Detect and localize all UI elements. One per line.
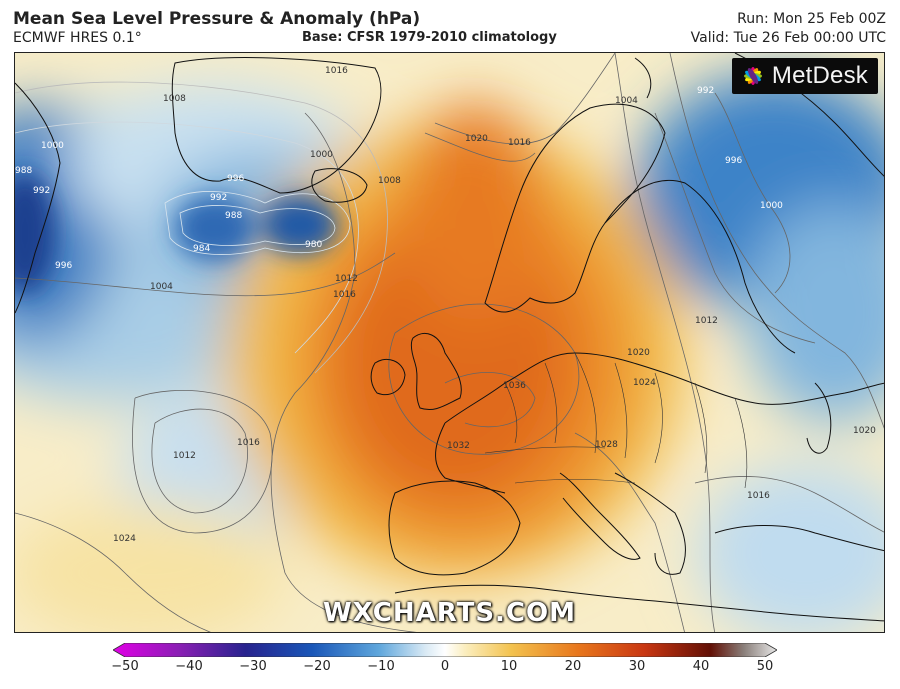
colorbar-tick-label: 0 — [440, 659, 450, 674]
isobar-label: 1024 — [113, 534, 136, 544]
colorbar-tick-label: −50 — [111, 659, 139, 674]
borders — [484, 352, 748, 489]
colorbar-tick-label: −20 — [303, 659, 331, 674]
isobar-label: 996 — [227, 174, 244, 184]
isobar-label: 1020 — [627, 348, 650, 358]
isobar-label: 1016 — [747, 491, 770, 501]
chart-title: Mean Sea Level Pressure & Anomaly (hPa) — [13, 9, 421, 29]
logo-text: MetDesk — [771, 62, 868, 89]
isobars — [15, 53, 884, 632]
isobar-label: 1000 — [310, 150, 333, 160]
isobar-label: 1028 — [595, 440, 618, 450]
isobar-label: 992 — [210, 193, 227, 203]
colorbar-tick-label: 30 — [628, 659, 646, 674]
metdesk-flower-icon — [743, 67, 762, 85]
isobar-label: 1004 — [615, 96, 638, 106]
isobar-label: 988 — [15, 166, 32, 176]
valid-time-label: Valid: Tue 26 Feb 00:00 UTC — [690, 30, 886, 46]
isobar-label: 1020 — [853, 426, 876, 436]
isobar-label: 1012 — [335, 274, 358, 284]
isobar-label: 1012 — [173, 451, 196, 461]
isobar-label: 992 — [33, 186, 50, 196]
climatology-base-label: Base: CFSR 1979-2010 climatology — [302, 30, 557, 45]
isobar-label: 988 — [225, 211, 242, 221]
isobar-label: 996 — [725, 156, 742, 166]
isobar-label: 1004 — [150, 282, 173, 292]
chart-header: Mean Sea Level Pressure & Anomaly (hPa) … — [0, 0, 900, 52]
colorbar-tick-label: −30 — [239, 659, 267, 674]
colorbar-gradient — [113, 643, 777, 657]
isobar-label: 1036 — [503, 381, 526, 391]
isobar-label: 1032 — [447, 441, 470, 451]
wxcharts-watermark: WXCHARTS.COM — [322, 598, 576, 628]
colorbar-tick-label: −10 — [367, 659, 395, 674]
isobar-label: 980 — [305, 240, 322, 250]
isobar-labels: 1016 1008 1000 1000 996 992 988 984 980 … — [15, 66, 876, 544]
pressure-anomaly-map: 1016 1008 1000 1000 996 992 988 984 980 … — [14, 52, 885, 633]
isobar-label: 1020 — [465, 134, 488, 144]
isobar-label: 1024 — [633, 378, 656, 388]
isobar-label: 1016 — [237, 438, 260, 448]
colorbar-tick-label: 40 — [692, 659, 710, 674]
map-canvas: 1016 1008 1000 1000 996 992 988 984 980 … — [15, 53, 884, 632]
isobar-label: 992 — [697, 86, 714, 96]
isobar-label: 1000 — [760, 201, 783, 211]
anomaly-field — [15, 73, 884, 632]
low-centres-field — [15, 173, 338, 293]
colorbar — [113, 643, 777, 657]
isobar-label: 1008 — [378, 176, 401, 186]
isobar-label: 1012 — [695, 316, 718, 326]
colorbar-tick-label: 10 — [500, 659, 518, 674]
isobar-label: 1016 — [325, 66, 348, 76]
isobar-label: 996 — [55, 261, 72, 271]
isobar-label: 1016 — [333, 290, 356, 300]
isobar-label: 1008 — [163, 94, 186, 104]
colorbar-tick-label: 50 — [756, 659, 774, 674]
colorbar-ticks: −50 −40 −30 −20 −10 0 10 20 30 40 50 — [0, 659, 900, 679]
isobar-label: 984 — [193, 244, 210, 254]
colorbar-tick-label: 20 — [564, 659, 582, 674]
metdesk-logo: MetDesk — [731, 58, 878, 94]
run-time-label: Run: Mon 25 Feb 00Z — [737, 11, 886, 27]
coastlines — [15, 53, 884, 622]
model-label: ECMWF HRES 0.1° — [13, 30, 142, 46]
isobar-label: 1000 — [41, 141, 64, 151]
colorbar-tick-label: −40 — [175, 659, 203, 674]
isobar-label: 1016 — [508, 138, 531, 148]
